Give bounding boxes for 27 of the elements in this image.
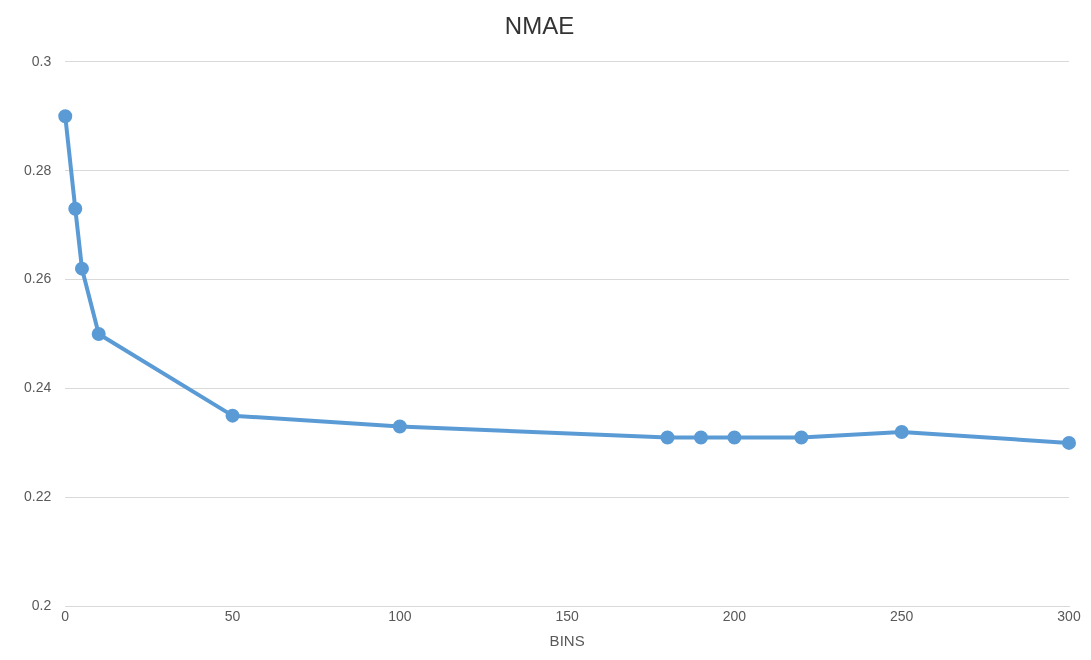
point	[894, 424, 909, 439]
point	[68, 201, 83, 216]
x-tick-label: 50	[224, 608, 241, 625]
x-tick-label: 250	[890, 608, 914, 625]
point	[693, 430, 708, 445]
point	[1062, 435, 1076, 450]
y-tick-label: 0.26	[24, 270, 52, 287]
point	[660, 430, 675, 445]
point	[794, 430, 809, 445]
y-tick-label: 0.2	[31, 597, 52, 614]
point	[225, 408, 240, 423]
point	[392, 419, 407, 434]
x-tick-label: 300	[1057, 608, 1081, 625]
point	[74, 261, 89, 276]
point	[91, 327, 106, 341]
y-tick-label: 0.24	[24, 379, 52, 396]
chart-title: NMAE	[504, 12, 575, 40]
x-axis-title: BINS	[549, 632, 585, 650]
y-tick-label: 0.28	[24, 161, 52, 178]
x-tick-label: 0	[61, 608, 70, 625]
x-tick-label: 150	[555, 608, 580, 625]
x-tick-label: 100	[388, 608, 412, 625]
x-tick-label: 200	[722, 608, 747, 625]
y-tick-label: 0.22	[24, 488, 52, 505]
point	[727, 430, 742, 445]
point	[58, 109, 73, 124]
y-tick-label: 0.3	[31, 52, 52, 69]
